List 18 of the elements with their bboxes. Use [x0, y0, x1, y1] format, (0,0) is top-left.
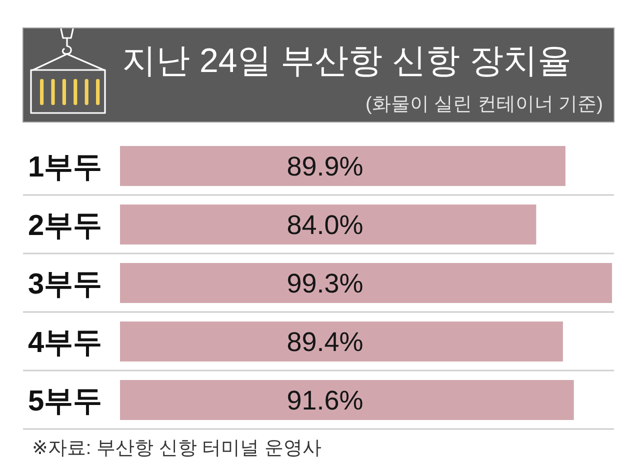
data-label: 84.0% — [286, 210, 364, 240]
text: ※자료: 부산항 신항 터미널 운영사 — [32, 438, 322, 459]
chart-subtitle: (화물이 실린 컨테이너 기준) — [366, 94, 603, 115]
data-label: 89.4% — [286, 327, 364, 357]
bar — [120, 146, 566, 186]
y-tick-label: 5부두 — [28, 386, 102, 418]
bar — [120, 263, 612, 303]
y-tick-label: 1부두 — [28, 152, 102, 184]
y-tick-label: 3부두 — [28, 268, 102, 300]
y-tick-label: 2부두 — [28, 210, 102, 242]
data-label: 91.6% — [286, 386, 364, 416]
data-label: 89.9% — [286, 152, 364, 182]
y-tick-label: 4부두 — [28, 327, 102, 359]
bar — [120, 322, 563, 362]
data-label: 99.3% — [286, 268, 364, 298]
chart-title: 지난 24일 부산항 신항 장치율 — [122, 42, 572, 80]
bar — [120, 204, 536, 244]
bar — [120, 380, 574, 420]
